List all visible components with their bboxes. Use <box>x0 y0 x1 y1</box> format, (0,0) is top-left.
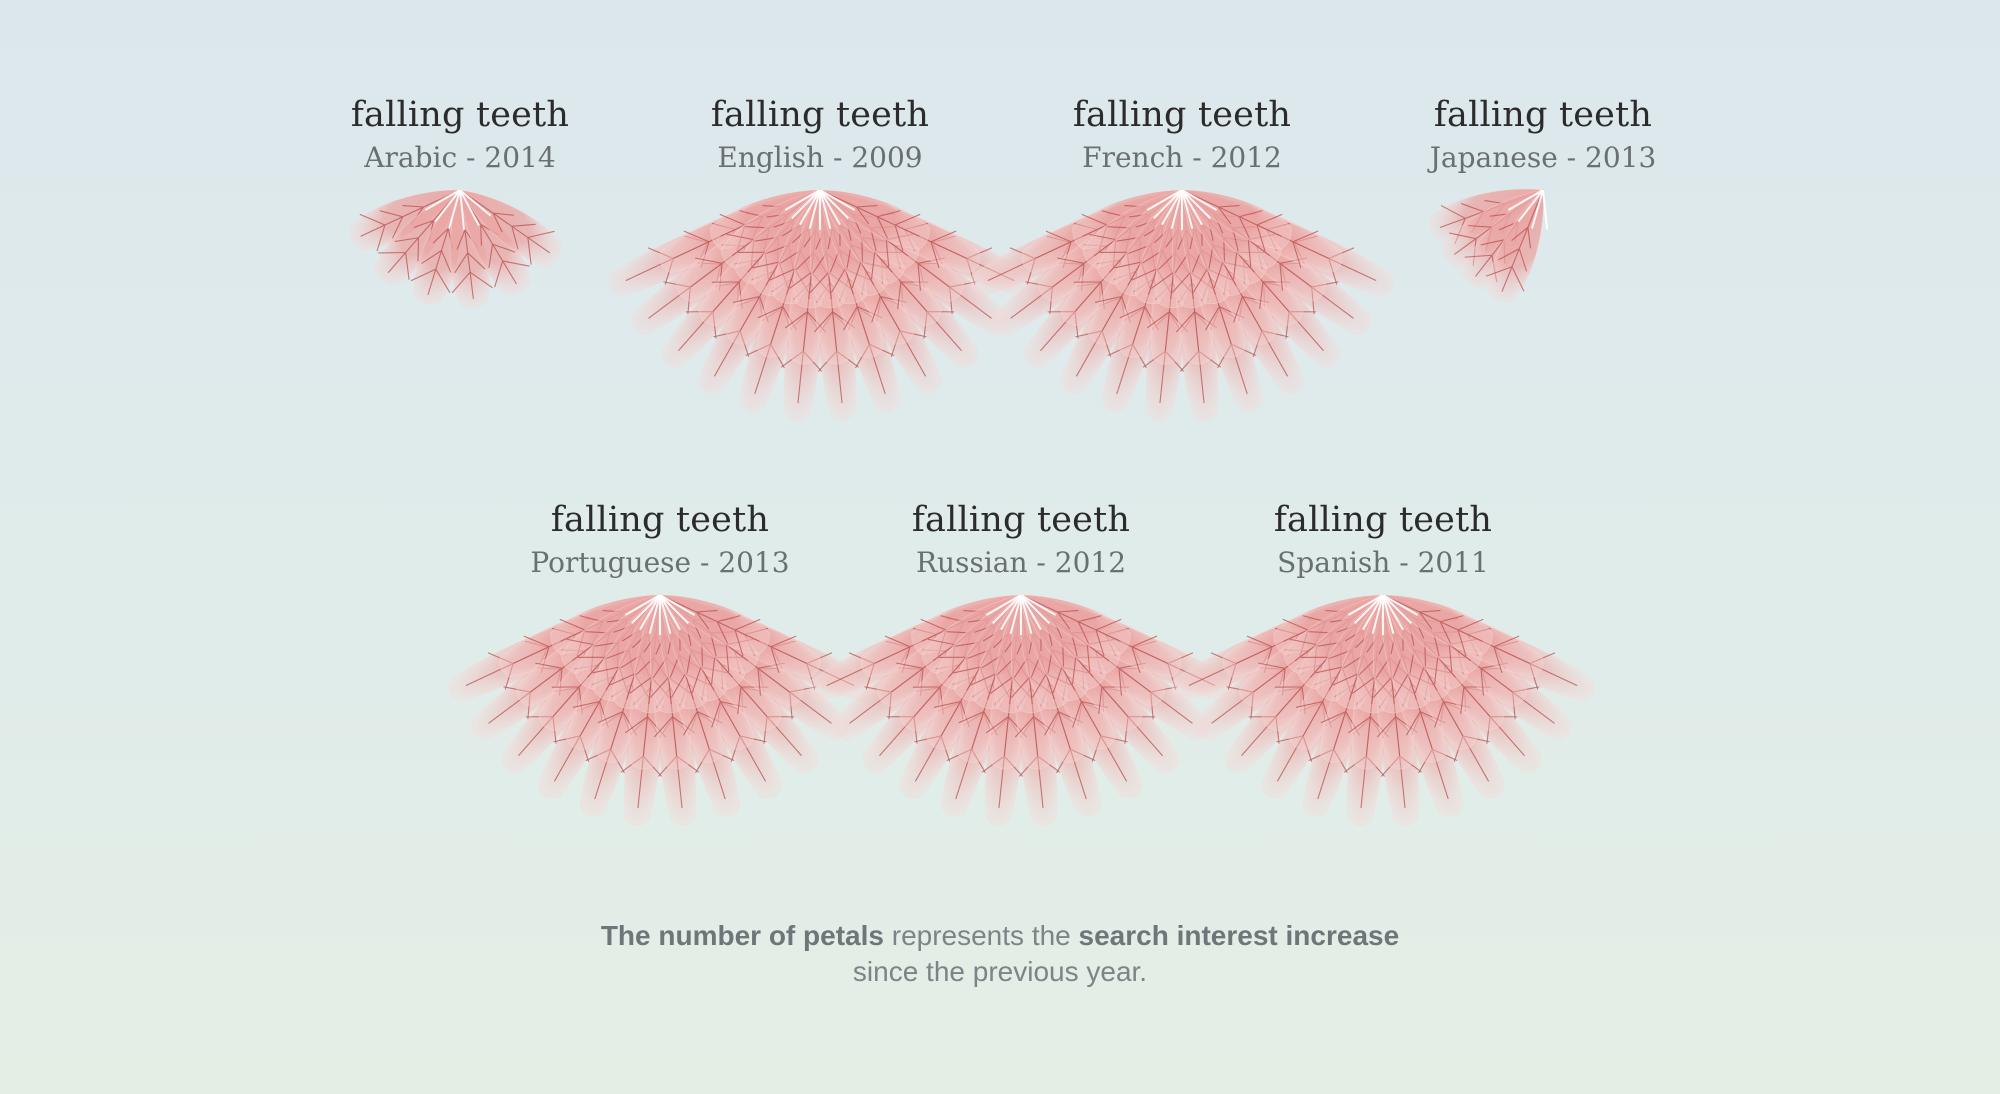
petal-glyph <box>349 189 562 309</box>
petal-glyph <box>1171 593 1595 826</box>
flower-title: falling teeth <box>550 500 770 540</box>
petal <box>1486 189 1544 302</box>
caption-bold-petals: The number of petals <box>600 920 884 951</box>
flower-english: falling teeth English - 2009 <box>608 95 1032 515</box>
flower-title: falling teeth <box>1072 95 1292 135</box>
flower-title: falling teeth <box>350 95 570 135</box>
flower-title: falling teeth <box>1433 95 1653 135</box>
caption-line-1: The number of petals represents the sear… <box>400 918 1600 954</box>
caption-text: represents the <box>883 920 1079 951</box>
petal-apex <box>1507 189 1549 230</box>
caption-bold-interest: search interest increase <box>1078 920 1400 951</box>
petal-apex <box>784 189 856 230</box>
flower-title: falling teeth <box>1273 500 1493 540</box>
petal-glyph <box>1429 188 1549 302</box>
flower-arabic: falling teeth Arabic - 2014 <box>250 95 670 515</box>
petal-glyph <box>448 593 872 826</box>
flower-subtitle: Spanish - 2011 <box>1277 546 1489 579</box>
flower-subtitle: Japanese - 2013 <box>1429 141 1657 174</box>
flower-japanese: falling teeth Japanese - 2013 <box>1333 95 1753 515</box>
flower-russian: falling teeth Russian - 2012 <box>809 500 1233 920</box>
flower-french: falling teeth French - 2012 <box>970 95 1394 515</box>
flower-title: falling teeth <box>710 95 930 135</box>
chart-caption: The number of petals represents the sear… <box>400 918 1600 990</box>
petal-apex <box>1146 189 1218 230</box>
petal <box>459 189 562 267</box>
petal-apex <box>1347 594 1419 635</box>
petal-glyph <box>970 188 1394 421</box>
flower-portuguese: falling teeth Portuguese - 2013 <box>448 500 872 920</box>
petal-apex <box>985 594 1057 635</box>
flower-subtitle: Portuguese - 2013 <box>530 546 790 579</box>
flower-subtitle: Russian - 2012 <box>915 546 1127 579</box>
petal-glyph <box>809 593 1233 826</box>
flower-subtitle: Arabic - 2014 <box>364 141 556 174</box>
flower-subtitle: English - 2009 <box>717 141 923 174</box>
caption-line-2: since the previous year. <box>852 956 1148 987</box>
flower-spanish: falling teeth Spanish - 2011 <box>1171 500 1595 920</box>
petal-apex <box>424 189 492 230</box>
flower-subtitle: French - 2012 <box>1082 141 1282 174</box>
petal-glyph <box>608 188 1032 421</box>
flower-title: falling teeth <box>911 500 1131 540</box>
petal-apex <box>624 594 696 635</box>
